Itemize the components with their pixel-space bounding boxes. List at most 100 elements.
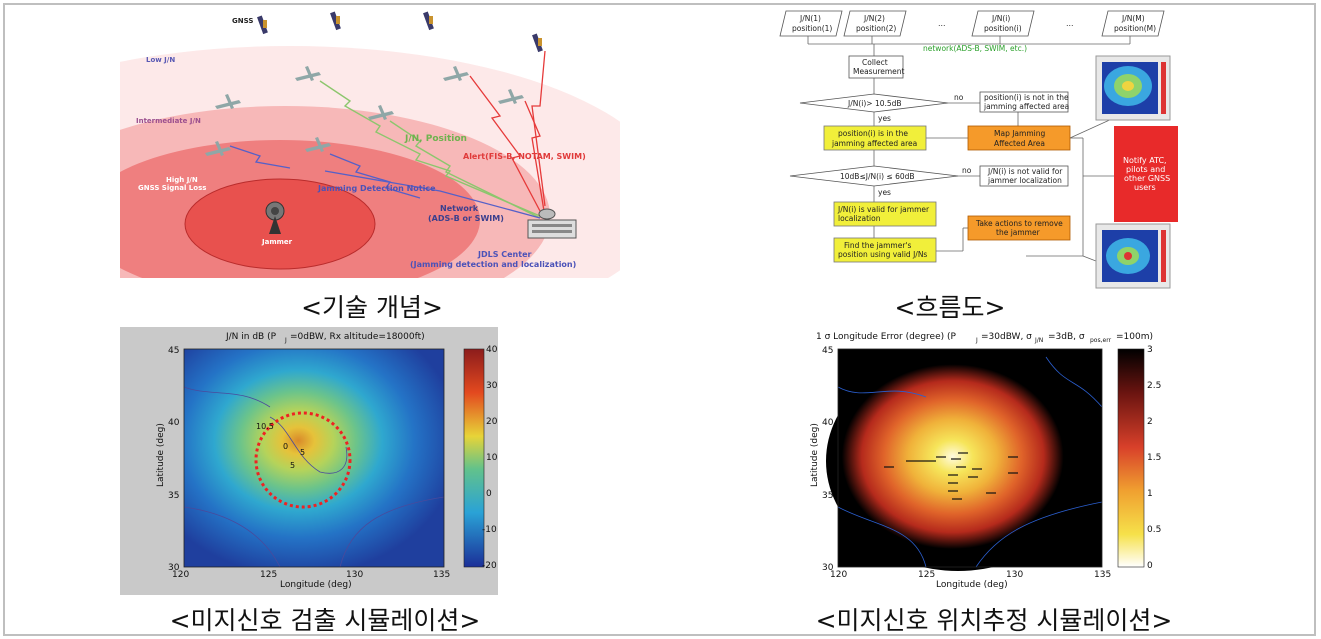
jammer-zone (184, 178, 376, 270)
concept-caption: <기술 개념> (301, 293, 443, 322)
x-tick: 125 (260, 570, 277, 580)
colorbar-tick: 3 (1147, 345, 1153, 355)
jdls-label: JDLS Center (477, 250, 532, 259)
contour-label: 5 (300, 448, 305, 457)
localization-title-mid: =30dBW, σ (981, 332, 1032, 342)
jdls-center-icon (527, 208, 577, 239)
contour-label: 0 (283, 442, 288, 451)
low-jn-label: Low J/N (146, 56, 175, 64)
not-valid-label: jammer localization (987, 176, 1062, 185)
contour-label: 10.5 (256, 422, 274, 431)
ellipsis: … (1066, 19, 1074, 28)
map-area-box (967, 125, 1071, 151)
x-tick: 135 (433, 570, 450, 580)
jammer-label: Jammer (261, 238, 293, 246)
localization-title-mid: =3dB, σ (1048, 332, 1085, 342)
not-valid-label: J/N(i) is not valid for (987, 167, 1063, 176)
jamming-map-thumbnail (1095, 55, 1171, 121)
signal-loss-label: GNSS Signal Loss (138, 184, 206, 192)
decision-1-label: J/N(i)> 10.5dB (847, 99, 902, 108)
detection-caption: <미지신호 검출 시뮬레이션> (169, 606, 481, 635)
y-tick: 35 (822, 491, 833, 501)
input-label: J/N(2) (863, 14, 885, 23)
not-in-label: jamming affected area (983, 102, 1069, 111)
decision-1 (799, 93, 949, 113)
jn-position-label: J/N, Position (404, 134, 467, 144)
no-label: no (962, 166, 972, 175)
map-label: Affected Area (994, 139, 1045, 148)
in-area-box (823, 125, 927, 151)
y-tick: 45 (168, 346, 179, 356)
localization-title: 1 σ Longitude Error (degree) (P (816, 332, 957, 342)
colorbar (1117, 348, 1145, 568)
localization-title-sub: J (975, 337, 978, 344)
notify-box (1114, 126, 1178, 222)
decision-2-label: 10dB≤J/N(i) ≤ 60dB (840, 172, 915, 181)
input-label: position(M) (1114, 24, 1156, 33)
colorbar-tick: -10 (482, 525, 497, 535)
valid-label: localization (838, 214, 881, 223)
y-tick: 30 (168, 563, 180, 573)
error-heatmap (826, 351, 1090, 571)
input-label: position(1) (792, 24, 832, 33)
input-label: J/N(1) (799, 14, 821, 23)
input-label: J/N(M) (1121, 14, 1145, 23)
x-tick: 135 (1094, 570, 1111, 580)
alert-label: Alert(FIS-B, NOTAM, SWIM) (463, 152, 586, 161)
yes-label: yes (878, 114, 891, 123)
x-tick: 120 (830, 570, 847, 580)
colorbar-tick: 20 (486, 417, 498, 427)
x-tick: 120 (172, 570, 189, 580)
collect-label: Measurement (853, 67, 905, 76)
detection-title: J/N in dB (P (225, 332, 277, 342)
y-tick: 35 (168, 491, 179, 501)
find-label: position using valid J/Ns (838, 250, 927, 259)
detection-title-sub: J (284, 337, 287, 344)
colorbar-tick: 30 (486, 381, 498, 391)
notify-label: Notify ATC, (1123, 156, 1167, 165)
action-label: the jammer (996, 228, 1041, 237)
x-tick: 130 (1006, 570, 1023, 580)
valid-label: J/N(i) is valid for jammer (837, 205, 930, 214)
no-label: no (954, 93, 964, 102)
not-in-label: position(i) is not in the (984, 93, 1069, 102)
collect-box (848, 55, 904, 79)
collect-label: Collect (862, 58, 888, 67)
input-label: position(i) (984, 24, 1022, 33)
notify-label: users (1134, 183, 1156, 192)
network-label: Network (440, 204, 479, 213)
not-in-area-box (979, 91, 1069, 113)
colorbar-tick: -20 (482, 561, 497, 571)
x-axis-label: Longitude (deg) (936, 580, 1008, 590)
colorbar-tick: 2.5 (1147, 381, 1161, 391)
map-label: Map Jamming (994, 129, 1045, 138)
flowchart: J/N(1) position(1) J/N(2) position(2) J/… (778, 6, 1208, 296)
localization-title-rest: =100m) (1116, 332, 1153, 342)
colorbar-tick: 40 (486, 345, 498, 355)
in-area-label: position(i) is in the (838, 129, 908, 138)
jammer-icon (265, 201, 285, 234)
aircraft-icon (205, 66, 524, 156)
high-jn-label: High J/N (166, 176, 198, 184)
jamming-notice-label: Jamming Detection Notice (317, 184, 436, 193)
localization-plot: 1 σ Longitude Error (degree) (P J =30dBW… (776, 327, 1176, 595)
x-axis-label: Longitude (deg) (280, 580, 352, 590)
notify-label: other GNSS (1124, 174, 1170, 183)
colorbar-tick: 0 (1147, 561, 1153, 571)
localization-title-sub: pos,err (1090, 337, 1112, 344)
concept-diagram: Jammer GNSS Low J/N Intermediate J/N Hig… (120, 6, 620, 282)
localization-caption: <미지신호 위치추정 시뮬레이션> (815, 606, 1173, 635)
network-detail-label: (ADS-B or SWIM) (428, 214, 504, 223)
find-label: Find the jammer's (844, 241, 911, 250)
colorbar-tick: 10 (486, 453, 498, 463)
colorbar (463, 348, 485, 568)
contour-label: 5 (290, 461, 295, 470)
not-valid-box (979, 165, 1069, 187)
x-tick: 130 (346, 570, 363, 580)
action-box (967, 215, 1071, 241)
flow-caption: <흐름도> (894, 293, 1006, 322)
y-tick: 40 (822, 418, 834, 428)
colorbar-tick: 1 (1147, 489, 1153, 499)
detection-threshold-contour (254, 411, 352, 509)
measurement-markers (884, 452, 1018, 500)
